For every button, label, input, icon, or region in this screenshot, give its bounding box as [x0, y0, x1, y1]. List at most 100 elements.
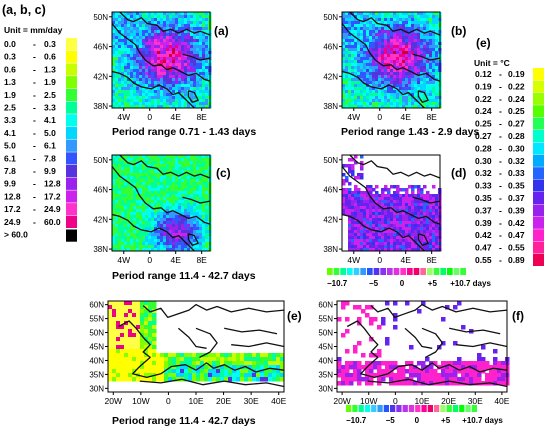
legend-abc-range-hi: 1.3 [44, 64, 56, 74]
legend-abc-unit: Unit = mm/day [4, 25, 63, 35]
y-tick-label: 40N [318, 356, 333, 365]
legend-abc-range: 4.1 [4, 128, 16, 138]
lag-colorbar-cell [427, 405, 433, 412]
y-tick-label: 38N [323, 245, 338, 254]
legend-e-range: 0.24 [475, 106, 492, 116]
x-tick-label: 40E [494, 396, 509, 406]
title-panel-e-map: Period range 11.4 - 42.7 days [112, 415, 256, 427]
lag-colorbar-cell [396, 405, 402, 412]
coastlines [111, 11, 508, 388]
x-tick-label: 8E [196, 255, 207, 265]
legend-e-range: 0.22 [475, 94, 492, 104]
coastline-b [341, 11, 441, 109]
legend-e-swatch [533, 179, 544, 192]
legend-abc-range-hi: 9.9 [44, 166, 56, 176]
title-panel-a: Period range 0.71 - 1.43 days [112, 126, 256, 138]
legend-e-range-hi: 0.39 [508, 205, 525, 215]
y-tick-label: 50N [89, 329, 104, 338]
y-tick-label: 46N [93, 43, 108, 52]
legend-abc-range: 0.0 [4, 39, 16, 49]
lag-colorbar-cell [400, 268, 406, 275]
lag-colorbar-label: +5 [441, 416, 451, 425]
map-cells-f [337, 301, 510, 386]
y-tick-label: 55N [318, 315, 333, 324]
coastline-a [111, 11, 211, 109]
lag-colorbar-cell [393, 268, 400, 275]
legend-abc-range: 0.3 [4, 52, 16, 62]
legend-abc-swatch [66, 152, 77, 165]
x-tick-label: 10E [414, 396, 429, 406]
map-cells-d [342, 155, 442, 252]
coastline-d [341, 154, 441, 252]
legend-abc-range: 24.9 [4, 217, 21, 227]
legend-e-range-hi: 0.42 [508, 218, 525, 228]
y-tick-label: 45N [318, 343, 333, 352]
x-tick-label: 8E [426, 112, 437, 122]
lag-colorbar-label: 0 [400, 279, 405, 288]
x-tick-label: 30E [468, 396, 483, 406]
x-tick-label: 4W [117, 112, 130, 122]
lag-colorbar-cell [371, 405, 377, 412]
legend-e-label: (e) [476, 36, 491, 50]
legend-e-range: 0.27 [475, 131, 492, 141]
legend-e-swatch [533, 80, 544, 93]
y-tick-label: 38N [93, 102, 108, 111]
lag-colorbar-label: +5 [428, 279, 438, 288]
legend-abc-swatch [66, 101, 77, 114]
title-panel-c: Period range 11.4 - 42.7 days [112, 270, 256, 282]
legend-e-range-hi: 0.37 [508, 193, 525, 203]
x-tick-label: 0 [377, 255, 382, 265]
coastline-e_map [118, 303, 285, 388]
y-tick-label: 45N [89, 343, 104, 352]
y-tick-label: 35N [89, 370, 104, 379]
legend-e-range: 0.28 [475, 143, 492, 153]
x-tick-label: 8E [196, 112, 207, 122]
legend-e-swatch [533, 154, 544, 167]
legend-e-swatch [533, 167, 544, 180]
x-tick-label: 20E [441, 396, 456, 406]
y-tick-label: 42N [93, 72, 108, 81]
x-tick-label: 30E [244, 396, 259, 406]
lag-colorbar-cell [383, 405, 389, 412]
x-tick-label: 0 [393, 396, 398, 406]
lag-colorbar-cell [373, 268, 380, 275]
legend-abc-range-hi: 5.0 [44, 128, 56, 138]
coastline-f [346, 303, 508, 388]
legend-abc-range: 0.6 [4, 64, 16, 74]
x-tick-label: 10W [360, 396, 377, 406]
lag-colorbar-cell [434, 405, 440, 412]
legend-e-range: 0.55 [475, 255, 492, 265]
legend-e-range: 0.19 [475, 81, 492, 91]
lag-colorbar-label: −5 [386, 416, 396, 425]
frame-d [341, 154, 441, 252]
legend-e-range: 0.32 [475, 168, 492, 178]
legend-e-dash: - [499, 94, 502, 104]
frame-c [111, 154, 211, 252]
legend-abc-range: 1.3 [4, 77, 16, 87]
legend-abc-swatch [66, 165, 77, 178]
legend-e-dash: - [499, 230, 502, 240]
y-tick-label: 60N [318, 301, 333, 310]
x-tick-label: 40E [271, 396, 286, 406]
lag-colorbar-cell [346, 405, 352, 412]
legend-e-swatch [533, 68, 544, 80]
legends: 0.0-0.30.3-0.60.6-1.31.3-1.91.9-2.52.5-3… [4, 38, 544, 266]
lag-colorbar-cell [380, 268, 386, 275]
legend-abc-range: > 60.0 [4, 230, 28, 240]
y-tick-label: 30N [89, 384, 104, 393]
legend-e-dash: - [499, 106, 502, 116]
legend-abc-dash: - [33, 103, 36, 113]
legend-e-swatch [533, 229, 544, 242]
panel-label-f: (f) [512, 309, 524, 323]
map-panels [108, 12, 510, 386]
lag-colorbar-cell [347, 268, 353, 275]
legend-abc-dash: - [33, 39, 36, 49]
coastline-c [111, 154, 211, 252]
legend-e-range-hi: 0.47 [508, 230, 525, 240]
x-tick-label: 4E [400, 255, 411, 265]
legend-e-swatch [533, 142, 544, 155]
legend-abc-range-hi: 7.8 [44, 153, 56, 163]
lag-colorbar-cell [358, 405, 364, 412]
panel-label-a: (a) [214, 24, 229, 38]
